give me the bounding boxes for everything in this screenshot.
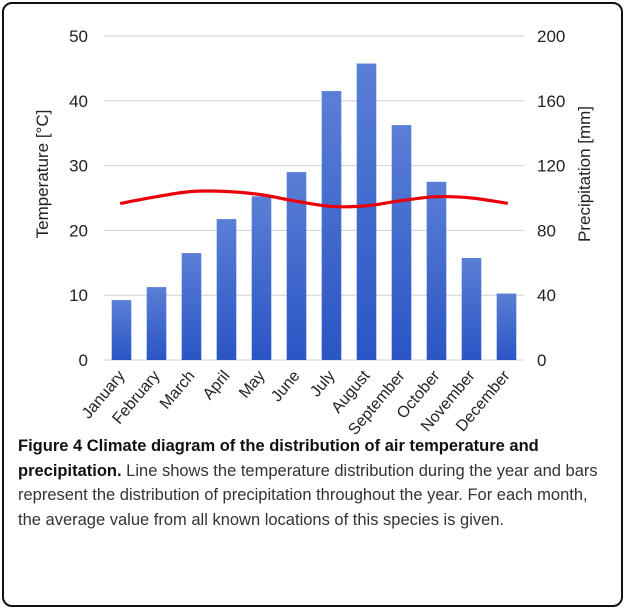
- precipitation-bar: [461, 257, 482, 360]
- caption-text: Line shows the temperature distribution …: [18, 461, 598, 529]
- left-tick-label: 10: [69, 286, 88, 305]
- right-tick-label: 80: [537, 221, 556, 240]
- chart-area: 0 10 20 30 40 50 0 40 80 120 160 200 January Februa…: [4, 4, 621, 434]
- left-tick-label: 20: [69, 221, 88, 240]
- left-axis-ticks: 0 10 20 30 40 50: [69, 27, 88, 370]
- temperature-series-line: [119, 189, 509, 209]
- figure-caption: Figure 4 Climate diagram of the distribu…: [18, 434, 613, 532]
- left-tick-label: 30: [69, 157, 88, 176]
- precipitation-bar: [286, 172, 307, 360]
- caption-label: Figure 4 Climate diagram of the distribu…: [18, 437, 539, 480]
- right-tick-label: 120: [537, 157, 565, 176]
- left-axis-title: Temperature [°C]: [33, 110, 52, 239]
- left-tick-label: 0: [79, 351, 88, 370]
- right-axis-ticks: 0 40 80 120 160 200: [537, 27, 565, 370]
- right-tick-label: 200: [537, 27, 565, 46]
- month-label: July: [307, 368, 338, 401]
- right-tick-label: 40: [537, 286, 556, 305]
- figure-frame: 0 10 20 30 40 50 0 40 80 120 160 200 January Februa…: [2, 2, 623, 607]
- precipitation-bar: [356, 63, 377, 360]
- right-tick-label: 160: [537, 92, 565, 111]
- precipitation-bar: [426, 181, 447, 360]
- temperature-line: [119, 189, 509, 209]
- precipitation-bar: [391, 125, 412, 360]
- precipitation-bar: [251, 196, 272, 360]
- precipitation-bar: [496, 293, 517, 360]
- month-label: June: [268, 368, 303, 406]
- left-tick-label: 40: [69, 92, 88, 111]
- precipitation-bar: [216, 219, 237, 360]
- precipitation-bar: [146, 287, 167, 360]
- month-label: April: [200, 368, 234, 403]
- month-label: March: [157, 368, 199, 413]
- right-tick-label: 0: [537, 351, 546, 370]
- climate-chart: 0 10 20 30 40 50 0 40 80 120 160 200 JanuaryFebrua…: [33, 27, 594, 434]
- precipitation-bar: [111, 300, 132, 360]
- left-tick-label: 50: [69, 27, 88, 46]
- gridlines: [104, 35, 524, 361]
- right-axis-title: Precipitation [mm]: [575, 106, 594, 242]
- precipitation-bar: [181, 253, 202, 360]
- precipitation-bar: [321, 91, 342, 360]
- precipitation-bars: [111, 63, 517, 360]
- month-label: May: [236, 368, 268, 402]
